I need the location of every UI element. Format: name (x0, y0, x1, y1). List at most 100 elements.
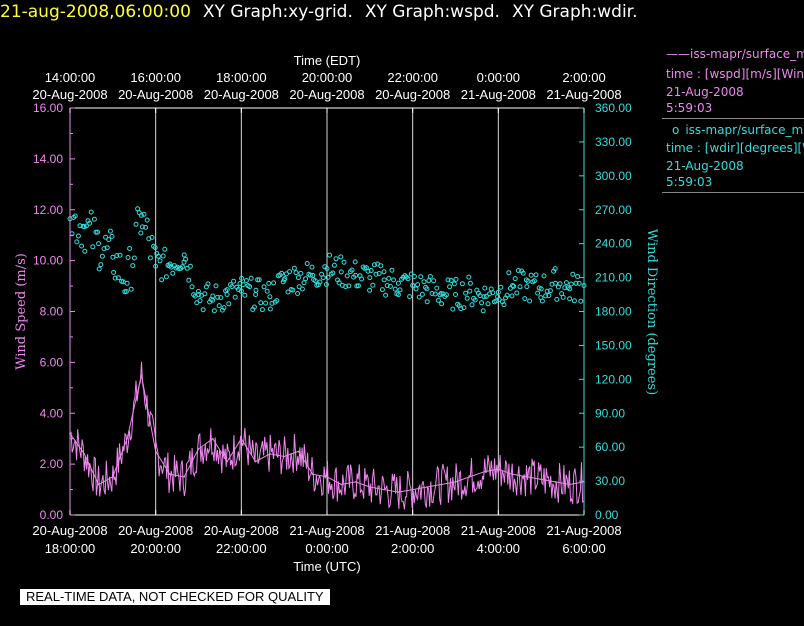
wind-direction-point (535, 290, 541, 296)
wind-direction-point (330, 270, 336, 276)
wind-direction-point (304, 261, 310, 266)
wind-direction-point (267, 294, 273, 300)
bottom-tick-date: 21-Aug-2008 (461, 523, 536, 538)
wind-direction-point (291, 265, 297, 271)
wind-direction-point (256, 277, 262, 283)
wind-direction-point (352, 259, 358, 265)
wind-direction-point (120, 279, 126, 285)
wind-speed-point (154, 450, 157, 453)
top-tick-time: 22:00:00 (387, 70, 438, 85)
wind-direction-point (157, 258, 163, 264)
wind-direction-point (351, 274, 357, 280)
wind-direction-point (104, 245, 110, 251)
wind-speed-point (126, 437, 128, 440)
bottom-tick-date: 20-Aug-2008 (32, 523, 107, 538)
axes: 0.00 2.00 4.00 6.00 8.00 10.00 12.00 14.00 16.00… (14, 53, 659, 574)
wind-direction-point (418, 274, 424, 280)
wind-direction-point (549, 281, 555, 287)
wind-direction-point (253, 287, 259, 293)
wind-direction-point (461, 305, 467, 311)
wind-direction-point (189, 284, 195, 290)
wind-direction-point (386, 275, 392, 281)
wind-direction-point (483, 293, 489, 299)
wind-direction-point (309, 264, 315, 270)
wind-direction-point (434, 285, 440, 291)
wind-speed-point (383, 488, 385, 491)
wind-direction-point (349, 267, 355, 273)
top-axis-label: Time (EDT) (294, 53, 361, 68)
wind-direction-point (251, 304, 257, 310)
wind-direction-point (546, 293, 552, 298)
wind-direction-point (490, 290, 496, 296)
wind-direction-point (536, 285, 542, 291)
left-tick-label: 16.00 (33, 101, 63, 115)
wind-speed-point (426, 486, 428, 488)
wind-direction-point (405, 276, 411, 282)
right-tick-label: 360.00 (595, 101, 632, 115)
wind-direction-point (159, 277, 165, 283)
left-tick-label: 2.00 (40, 457, 64, 471)
wind-direction-point (410, 282, 416, 288)
left-tick-label: 6.00 (40, 355, 64, 369)
top-tick-date: 21-Aug-2008 (461, 87, 536, 102)
wind-speed-point (568, 483, 571, 486)
wind-direction-point (429, 291, 435, 296)
wind-speed-point (240, 437, 243, 440)
wind-direction-point (381, 269, 387, 275)
wind-direction-point (95, 229, 101, 235)
wind-direction-point (408, 271, 414, 277)
wind-direction-point (346, 283, 352, 289)
wind-direction-point (373, 271, 379, 277)
wind-direction-point (197, 298, 203, 304)
wind-direction-point (407, 294, 413, 300)
left-tick-label: 8.00 (40, 305, 64, 319)
wind-direction-point (447, 284, 453, 290)
wind-direction-point (143, 224, 149, 230)
legend-wspd-title: ——iss-mapr/surface_m (666, 46, 804, 62)
wind-direction-point (213, 283, 219, 289)
wind-direction-point (415, 282, 421, 288)
wind-direction-point (125, 255, 131, 260)
left-tick-label: 12.00 (33, 203, 63, 217)
wind-direction-point (435, 297, 441, 303)
wind-direction-point (421, 279, 427, 285)
wind-direction-point (543, 293, 549, 299)
wind-speed-line (69, 361, 584, 510)
wind-direction-point (74, 239, 80, 245)
top-tick-time: 20:00:00 (302, 70, 353, 85)
wind-direction-point (450, 306, 456, 312)
wind-direction-point (144, 217, 150, 223)
right-tick-label: 90.00 (595, 406, 625, 420)
top-tick-date: 20-Aug-2008 (204, 87, 279, 102)
legend-wdir-symbol: o (672, 123, 680, 137)
wind-direction-point (147, 255, 153, 261)
wind-direction-point (482, 285, 488, 291)
wind-direction-point (517, 284, 523, 290)
wind-speed-point (97, 483, 100, 486)
wind-direction-point (290, 287, 296, 293)
top-tick-time: 2:00:00 (562, 70, 605, 85)
wind-direction-point (416, 294, 422, 300)
wind-direction-point (511, 283, 517, 289)
wind-direction-point (541, 273, 547, 279)
wind-direction-point (379, 287, 385, 293)
wind-direction-point (480, 308, 486, 314)
wind-direction-point (224, 287, 230, 293)
wind-direction-point (183, 256, 189, 262)
wind-direction-point (221, 305, 227, 311)
wind-direction-point (395, 292, 401, 298)
wind-direction-point (338, 269, 344, 275)
wind-direction-point (111, 269, 117, 275)
wind-direction-point (160, 253, 166, 259)
wind-direction-point (487, 291, 493, 297)
wind-direction-point (573, 280, 579, 286)
wind-direction-point (317, 279, 323, 285)
wind-direction-point (295, 291, 301, 296)
wind-direction-point (298, 270, 304, 276)
wind-direction-point (479, 300, 485, 306)
wind-direction-point (439, 301, 445, 307)
wind-speed-point (311, 473, 314, 476)
wind-speed-point (411, 488, 414, 491)
wind-direction-point (107, 228, 113, 234)
wind-direction-point (99, 253, 105, 259)
